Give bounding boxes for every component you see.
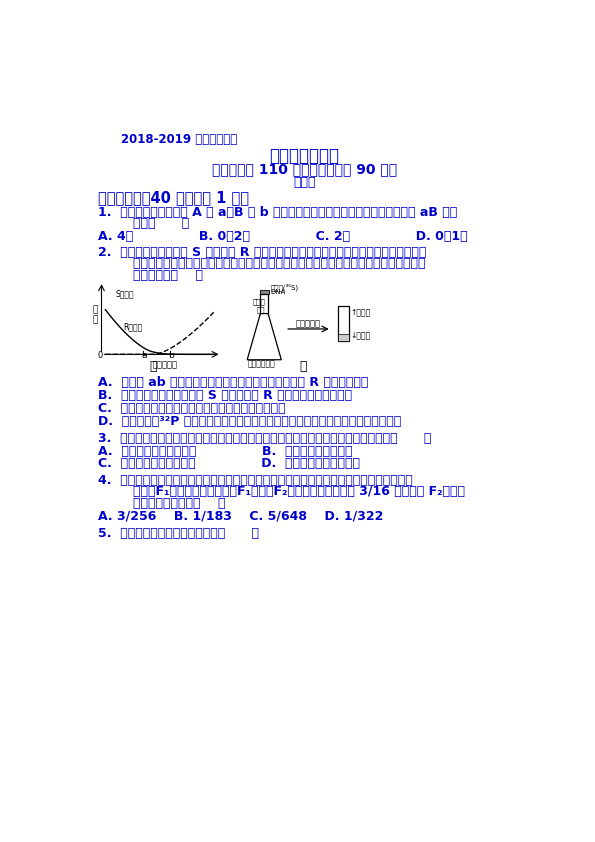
Bar xyxy=(338,333,349,340)
Text: 甲: 甲 xyxy=(150,360,157,373)
Text: C.  减数第二次分裂的后期               D.  减数分裂的四分体时期: C. 减数第二次分裂的后期 D. 减数分裂的四分体时期 xyxy=(98,456,359,470)
Text: A.  减数第一次分裂的后期               B.  减数第一次分裂间期: A. 减数第一次分裂的后期 B. 减数第一次分裂间期 xyxy=(98,445,352,458)
Text: 乙: 乙 xyxy=(299,360,307,373)
Text: 2018-2019 学年度下学期: 2018-2019 学年度下学期 xyxy=(121,133,237,147)
Bar xyxy=(259,290,269,295)
Text: A.  甲图中 ab 时间段内，小鼠体内还没形成大量的免疫 R 型细菌的抗体: A. 甲图中 ab 时间段内，小鼠体内还没形成大量的免疫 R 型细菌的抗体 xyxy=(98,376,368,389)
Text: S型细胞: S型细胞 xyxy=(115,290,134,299)
Text: 注射后时间: 注射后时间 xyxy=(152,360,177,370)
Text: （测试时间 110 分钟，试卷总分 90 分）: （测试时间 110 分钟，试卷总分 90 分） xyxy=(212,163,397,177)
Text: 图乙是利用同位素标记技术完成噬菌体侵染细菌实验的部分操作步骤。下列相关叙述中，: 图乙是利用同位素标记技术完成噬菌体侵染细菌实验的部分操作步骤。下列相关叙述中， xyxy=(98,258,425,270)
Text: 留样、离心: 留样、离心 xyxy=(296,319,321,328)
Text: A. 3/256    B. 1/183    C. 5/648    D. 1/322: A. 3/256 B. 1/183 C. 5/648 D. 1/322 xyxy=(98,510,383,523)
Text: DNA: DNA xyxy=(271,290,286,296)
Text: b: b xyxy=(168,351,174,360)
Text: 蛋白质(³⁵S): 蛋白质(³⁵S) xyxy=(271,284,299,291)
Text: 2.  图甲是将加热杀死的 S 型细菌与 R 型活菌混合注射到小鼠体内后两种细菌的含量变化，: 2. 图甲是将加热杀死的 S 型细菌与 R 型活菌混合注射到小鼠体内后两种细菌的… xyxy=(98,246,426,258)
Text: 子有（      ）: 子有（ ） xyxy=(98,217,189,231)
Text: 5.  下列不符合右图所示含义的是（      ）: 5. 下列不符合右图所示含义的是（ ） xyxy=(98,527,259,540)
Text: 杂交，F₁全为白色扁状南瓜，F₁自交，F₂中含白色球状南瓜有 3/16 概率，则 F₂中纯合: 杂交，F₁全为白色扁状南瓜，F₁自交，F₂中含白色球状南瓜有 3/16 概率，则… xyxy=(98,485,465,498)
Text: ↓沉淀物: ↓沉淀物 xyxy=(350,331,371,340)
Text: R型细胞: R型细胞 xyxy=(123,322,142,331)
Text: 生物半期测试卷: 生物半期测试卷 xyxy=(270,147,340,165)
Text: 细菌: 细菌 xyxy=(256,306,265,313)
Text: a: a xyxy=(141,351,146,360)
Text: A. 4个               B. 0或2个               C. 2个               D. 0或1个: A. 4个 B. 0或2个 C. 2个 D. 0或1个 xyxy=(98,231,467,243)
Bar xyxy=(338,306,349,340)
Text: 不正确的是（    ）: 不正确的是（ ） xyxy=(98,269,203,282)
Text: 4.  控制南瓜扁盘形和球状的基因分别位于两对同源染色体上，白色扁状南瓜与黄色球状南瓜: 4. 控制南瓜扁盘形和球状的基因分别位于两对同源染色体上，白色扁状南瓜与黄色球状… xyxy=(98,474,412,487)
Text: D.  图乙中若用³²P 标记亲代噬菌体，出现上清液放射性偏高一定是保温时间过短导致: D. 图乙中若用³²P 标记亲代噬菌体，出现上清液放射性偏高一定是保温时间过短导… xyxy=(98,415,401,429)
Text: C.  图乙离心管中新形成的子代噬菌体完全没有放射性: C. 图乙离心管中新形成的子代噬菌体完全没有放射性 xyxy=(98,402,285,415)
Text: 1.  一个初级精母细胞有 A 与 a，B 与 b 两对同源染色体，则它所形成的配子中，含 aB 的配: 1. 一个初级精母细胞有 A 与 a，B 与 b 两对同源染色体，则它所形成的配… xyxy=(98,205,457,219)
Text: 出题人: 出题人 xyxy=(293,177,316,189)
Text: 的黄色扁状南瓜有（    ）: 的黄色扁状南瓜有（ ） xyxy=(98,497,225,509)
Text: ↑上清液: ↑上清液 xyxy=(350,308,371,317)
Text: 含
量: 含 量 xyxy=(93,306,98,325)
Text: 3.  在减数分裂过程中，含有与体细胞相同的染色体数目，但不含同源染色体的时期是（      ）: 3. 在减数分裂过程中，含有与体细胞相同的染色体数目，但不含同源染色体的时期是（… xyxy=(98,432,431,445)
Text: 噬菌体: 噬菌体 xyxy=(253,299,265,305)
Text: 保温一定时间: 保温一定时间 xyxy=(247,359,275,368)
Text: 一、单选题（40 个，每个 1 分）: 一、单选题（40 个，每个 1 分） xyxy=(98,190,249,205)
Text: B.  图甲中，后期出现的大量 S 型细菌是由 R 型细菌转化并增殖而来: B. 图甲中，后期出现的大量 S 型细菌是由 R 型细菌转化并增殖而来 xyxy=(98,389,352,402)
Text: 0: 0 xyxy=(98,351,103,360)
